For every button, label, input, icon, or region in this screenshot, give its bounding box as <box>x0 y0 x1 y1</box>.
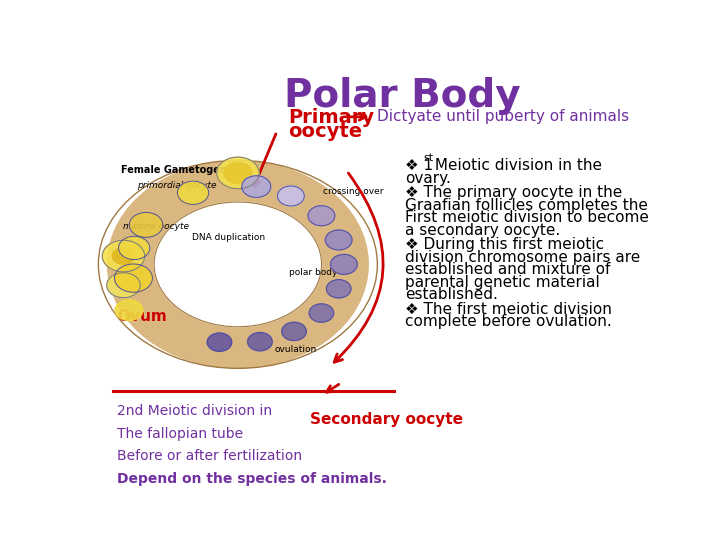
Circle shape <box>112 248 135 265</box>
Text: Depend on the species of animals.: Depend on the species of animals. <box>117 472 387 487</box>
Text: Polar Body: Polar Body <box>284 77 521 115</box>
Circle shape <box>119 237 150 260</box>
Text: The fallopian tube: The fallopian tube <box>117 427 243 441</box>
Circle shape <box>326 280 351 298</box>
Circle shape <box>224 163 252 183</box>
Circle shape <box>330 254 357 274</box>
Text: established.: established. <box>405 287 498 302</box>
Text: oocyte: oocyte <box>288 122 362 141</box>
Circle shape <box>242 176 271 198</box>
Circle shape <box>248 333 272 351</box>
Circle shape <box>114 264 153 292</box>
Text: primordial oocyte: primordial oocyte <box>137 181 216 190</box>
Circle shape <box>282 322 306 341</box>
Circle shape <box>154 202 322 327</box>
Circle shape <box>130 212 163 238</box>
Text: a secondary oocyte.: a secondary oocyte. <box>405 223 560 238</box>
Circle shape <box>102 240 145 272</box>
Text: mature oocyte: mature oocyte <box>124 222 189 231</box>
Text: ❖ The first meiotic division: ❖ The first meiotic division <box>405 302 612 317</box>
Text: Female Gametogenesis: Female Gametogenesis <box>121 165 248 174</box>
Text: st: st <box>423 153 434 164</box>
Text: Graafian follicles completes the: Graafian follicles completes the <box>405 198 648 213</box>
Text: polar body: polar body <box>289 268 338 277</box>
Circle shape <box>177 181 209 205</box>
Text: First meiotic division to become: First meiotic division to become <box>405 210 649 225</box>
Circle shape <box>325 230 352 250</box>
Text: ❖ 1: ❖ 1 <box>405 158 433 173</box>
Circle shape <box>115 300 143 321</box>
Circle shape <box>107 273 140 298</box>
Circle shape <box>277 186 305 206</box>
FancyArrowPatch shape <box>334 173 383 362</box>
Circle shape <box>309 304 333 322</box>
Circle shape <box>207 333 232 352</box>
Text: ❖ During this first meiotic: ❖ During this first meiotic <box>405 238 604 252</box>
Text: complete before ovulation.: complete before ovulation. <box>405 314 612 329</box>
Text: Before or after fertilization: Before or after fertilization <box>117 449 302 463</box>
Text: 2nd Meiotic division in: 2nd Meiotic division in <box>117 404 272 417</box>
Text: Meiotic division in the: Meiotic division in the <box>430 158 602 173</box>
Text: established and mixture of: established and mixture of <box>405 262 611 278</box>
Text: DNA duplication: DNA duplication <box>192 233 265 242</box>
Text: parental genetic material: parental genetic material <box>405 275 600 290</box>
Text: ❖ The primary oocyte in the: ❖ The primary oocyte in the <box>405 185 623 200</box>
Text: ovary.: ovary. <box>405 171 451 186</box>
Text: crossing over: crossing over <box>323 187 384 196</box>
Text: Secondary oocyte: Secondary oocyte <box>310 412 464 427</box>
Text: Ovum: Ovum <box>117 309 166 324</box>
Circle shape <box>308 206 335 226</box>
Text: division chromosome pairs are: division chromosome pairs are <box>405 250 641 265</box>
Text: Dictyate until puberty of animals: Dictyate until puberty of animals <box>377 109 629 124</box>
Text: Primary: Primary <box>288 109 374 127</box>
Circle shape <box>217 157 259 188</box>
Text: ovulation: ovulation <box>274 346 317 354</box>
